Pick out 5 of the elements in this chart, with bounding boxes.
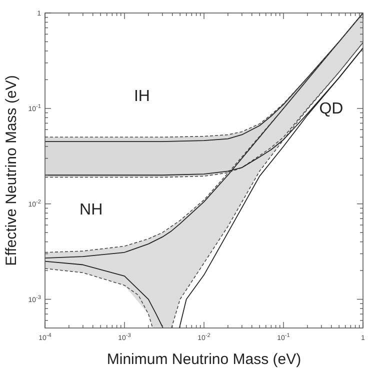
annotation: IH	[134, 88, 150, 105]
annotation: QD	[319, 100, 344, 118]
annotation: NH	[80, 201, 103, 218]
x-axis-title: Minimum Neutrino Mass (eV)	[106, 351, 302, 368]
y-axis-title: Effective Neutrino Mass (eV)	[3, 75, 20, 266]
